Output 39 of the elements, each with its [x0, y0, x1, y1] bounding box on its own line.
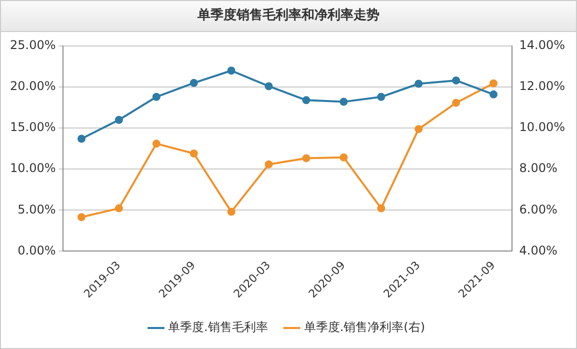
point	[377, 92, 386, 101]
point	[227, 66, 236, 75]
point	[340, 153, 348, 162]
point	[190, 150, 198, 158]
point	[227, 208, 236, 216]
y-tick-label: 0.00%	[18, 243, 56, 258]
y2-tick-label: 12.00%	[519, 79, 566, 94]
point	[302, 154, 310, 162]
point	[452, 76, 460, 84]
point	[152, 140, 160, 148]
point	[490, 90, 498, 98]
point	[114, 116, 123, 124]
point	[264, 160, 273, 168]
y2-tick-label: 8.00%	[519, 161, 558, 176]
y-tick-label: 5.00%	[18, 202, 56, 216]
y2-tick-label: 10.00%	[519, 120, 566, 134]
point	[190, 78, 198, 87]
legend-label: 单季度.销售毛利率	[168, 320, 268, 334]
point	[414, 80, 423, 88]
point	[77, 213, 86, 222]
point	[452, 98, 460, 107]
y2-tick-label: 4.00%	[519, 243, 558, 258]
point	[77, 134, 86, 143]
point	[302, 96, 310, 104]
point	[490, 79, 498, 88]
point	[152, 92, 160, 101]
y-tick-label: 25.00%	[10, 38, 56, 52]
point	[414, 125, 423, 134]
point	[264, 82, 273, 90]
chart-title: 单季度销售毛利率和净利率走势	[1, 1, 576, 32]
legend-label: 单季度.销售净利率(右)	[304, 320, 426, 334]
y-tick-label: 15.00%	[10, 120, 56, 134]
point	[377, 204, 386, 212]
y2-tick-label: 14.00%	[519, 38, 566, 52]
point	[340, 98, 348, 106]
point	[114, 204, 123, 212]
y-tick-label: 20.00%	[10, 79, 56, 94]
y-tick-label: 10.00%	[10, 161, 56, 176]
y2-tick-label: 6.00%	[519, 202, 558, 216]
